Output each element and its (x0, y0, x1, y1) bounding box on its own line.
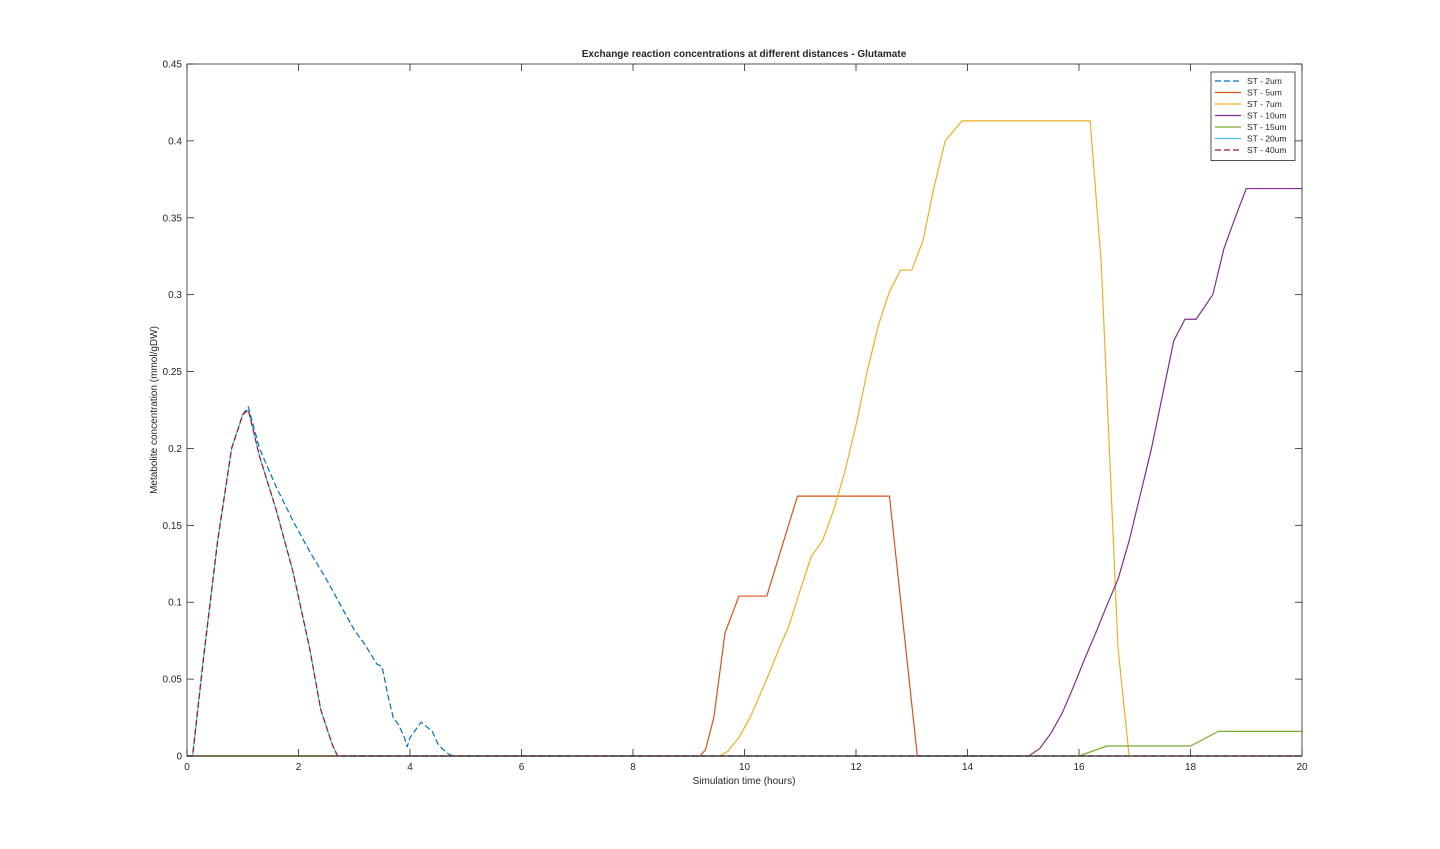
x-tick-label: 0 (184, 762, 190, 773)
series-line-st-2um (187, 406, 1302, 757)
y-tick-label: 0.35 (163, 213, 183, 224)
x-tick-label: 2 (296, 762, 302, 773)
y-axis-label: Metabolite concentration (mmol/gDW) (149, 326, 160, 494)
y-tick-label: 0 (176, 752, 182, 763)
legend-label: ST - 2um (1247, 76, 1282, 86)
y-tick-label: 0.45 (163, 60, 183, 71)
series-line-st-10um (187, 187, 1302, 757)
x-tick-label: 20 (1296, 762, 1308, 773)
legend-label: ST - 10um (1247, 111, 1287, 121)
x-tick-label: 18 (1185, 762, 1197, 773)
x-tick-label: 16 (1073, 762, 1085, 773)
y-tick-label: 0.1 (168, 598, 182, 609)
series-line-st-40um (187, 409, 1302, 757)
y-tick-label: 0.05 (163, 675, 183, 686)
plot-area (187, 64, 1302, 756)
x-axis-label: Simulation time (hours) (693, 776, 796, 787)
y-tick-label: 0.4 (168, 136, 182, 147)
legend-label: ST - 5um (1247, 88, 1282, 98)
chart-title: Exchange reaction concentrations at diff… (582, 49, 907, 60)
x-tick-label: 8 (630, 762, 636, 773)
series-layer (187, 120, 1302, 757)
y-tick-label: 0.3 (168, 290, 182, 301)
axes-layer: 0 2 4 6 8 10 12 14 16 18 20 0 0.05 0.1 0.15 0.2 0.25 0.3 0… (163, 60, 1308, 774)
x-tick-label: 4 (407, 762, 413, 773)
legend-box (1210, 71, 1296, 161)
x-tick-label: 10 (739, 762, 751, 773)
x-tick-label: 14 (962, 762, 974, 773)
y-tick-label: 0.2 (168, 444, 182, 455)
x-tick-label: 12 (850, 762, 862, 773)
series-line-st-7um (187, 120, 1302, 757)
legend-label: ST - 7um (1247, 99, 1282, 109)
y-tick-label: 0.25 (163, 367, 183, 378)
legend-label: ST - 15um (1247, 122, 1287, 132)
y-tick-label: 0.15 (163, 521, 183, 532)
legend-label: ST - 40um (1247, 145, 1287, 155)
legend-label: ST - 20um (1247, 134, 1287, 144)
x-tick-label: 6 (519, 762, 525, 773)
series-line-st-5um (187, 495, 1302, 757)
